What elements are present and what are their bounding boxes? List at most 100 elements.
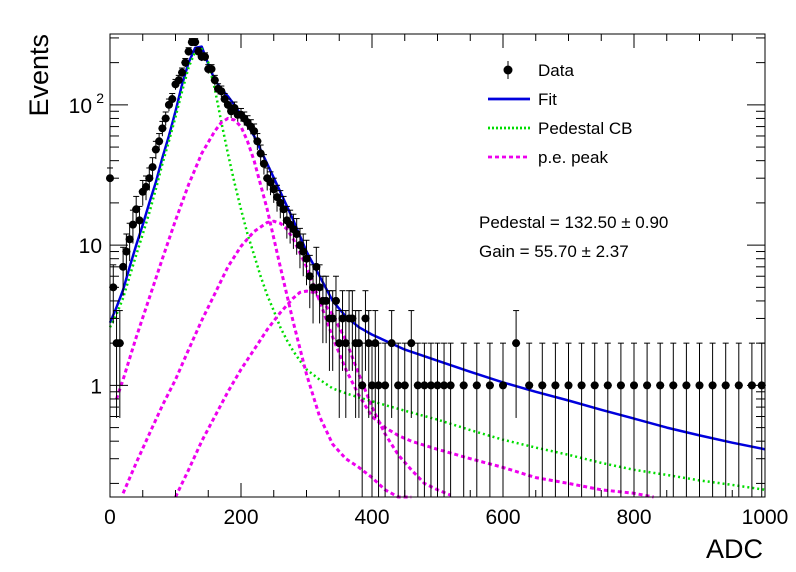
data-point [256,149,265,158]
data-point [394,381,403,390]
data-point [335,339,344,348]
data-point [253,137,262,146]
y-tick-label: 1 [90,375,102,398]
data-point [266,178,275,187]
data-point [331,296,340,305]
data-point [341,339,350,348]
data-point [459,381,468,390]
x-tick-label: 0 [104,506,116,529]
data-point [413,381,422,390]
series-dashed-curve-3 [115,116,412,499]
data-point [551,381,560,390]
data-point [328,314,337,323]
data-point [119,262,128,271]
data-point [358,381,367,390]
data-point [564,381,573,390]
data-point [525,381,534,390]
data-point [407,339,416,348]
data-point [695,381,704,390]
data-point [669,381,678,390]
data-point [682,381,691,390]
data-point [269,185,278,194]
data-point [721,381,730,390]
data-point [273,193,282,202]
data-point [446,381,455,390]
data-point [250,127,259,136]
data-point [374,381,383,390]
data-point [292,230,301,239]
data-point [223,100,232,109]
data-point [151,145,160,154]
y-tick-label: 10 [79,235,102,258]
data-point [387,339,396,348]
data-point [499,381,507,390]
x-axis: 0 200 400 600 800 1000 [104,34,788,529]
data-point [161,114,170,123]
data-point [322,296,331,305]
data-point [315,283,324,292]
data-point [433,381,442,390]
legend-label: Data [538,61,574,80]
data-point [259,159,268,168]
data-point [512,339,521,348]
x-tick-label: 400 [354,506,389,529]
data-point [142,182,151,191]
legend-label: Fit [538,90,557,109]
data-point [400,381,409,390]
data-point [538,381,547,390]
data-point [279,205,288,214]
data-point [148,163,157,172]
data-point [168,95,177,104]
legend-marker-dot [503,65,513,75]
data-point [420,381,429,390]
data-point [200,52,209,61]
data-point [485,381,494,390]
data-point [368,381,376,390]
x-tick-label: 200 [223,506,258,529]
data-point [472,381,481,390]
data-point [158,124,167,133]
fit-annotations: Pedestal = 132.50 ± 0.90 Gain = 55.70 ± 2… [479,213,668,261]
data-point [178,68,187,77]
data-point [590,381,599,390]
data-point [122,247,131,256]
data-point [616,381,625,390]
data-point [656,381,665,390]
x-axis-title: ADC [706,534,763,564]
data-point [734,381,743,390]
data-point [181,58,190,67]
data-point [164,100,173,109]
data-point [132,205,141,214]
data-point [426,381,435,390]
data-point [276,198,285,207]
fit-result-text: Gain = 55.70 ± 2.37 [479,242,629,261]
series-dashed-curve-5 [174,289,452,498]
data-point [312,262,321,271]
data-point [603,381,612,390]
data-point [364,339,373,348]
data-point [354,339,363,348]
series-dotted-curve-2 [108,47,766,492]
x-tick-label: 1000 [742,506,789,529]
x-tick-label: 800 [616,506,651,529]
data-point [381,381,390,390]
data-point [230,103,239,112]
data-point [299,247,308,256]
data-point [125,235,134,244]
data-point [577,381,586,390]
data-point [630,381,638,390]
data-point [371,339,380,348]
data-point [309,283,318,292]
data-point [174,76,183,85]
data-point [184,47,193,56]
legend-label: p.e. peak [538,148,608,167]
data-point [708,381,717,390]
data-point [115,339,124,348]
data-point [338,314,347,323]
data-point [191,38,200,47]
y-axis-title: Events [24,34,54,117]
legend-label: Pedestal CB [538,119,633,138]
data-point [155,137,164,146]
data-point-layer [106,38,766,390]
